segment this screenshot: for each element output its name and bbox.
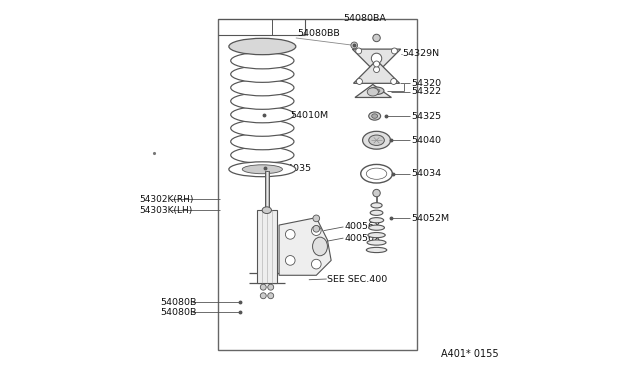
Ellipse shape: [230, 93, 294, 109]
Circle shape: [312, 226, 321, 235]
Ellipse shape: [372, 114, 378, 118]
Polygon shape: [279, 218, 331, 275]
Ellipse shape: [369, 218, 383, 223]
Bar: [265, 171, 269, 210]
Bar: [218, 19, 417, 350]
Polygon shape: [353, 60, 399, 83]
Text: 54080B: 54080B: [160, 298, 196, 307]
Ellipse shape: [366, 168, 387, 179]
Circle shape: [260, 293, 266, 299]
Ellipse shape: [230, 134, 294, 150]
Ellipse shape: [230, 106, 294, 123]
Ellipse shape: [366, 247, 387, 253]
Ellipse shape: [229, 38, 296, 55]
Ellipse shape: [368, 232, 385, 238]
Text: 54080BA: 54080BA: [344, 14, 387, 23]
Text: SEE SEC.400: SEE SEC.400: [328, 275, 388, 283]
Circle shape: [371, 53, 381, 64]
Ellipse shape: [229, 162, 296, 177]
Circle shape: [285, 230, 295, 239]
Ellipse shape: [230, 120, 294, 136]
Ellipse shape: [230, 80, 294, 96]
Circle shape: [390, 78, 397, 84]
Circle shape: [356, 48, 362, 54]
Circle shape: [313, 215, 319, 222]
Ellipse shape: [371, 203, 382, 208]
Circle shape: [374, 67, 380, 73]
Text: 54303K(LH): 54303K(LH): [140, 206, 193, 215]
Ellipse shape: [363, 131, 390, 149]
Text: 54035: 54035: [281, 164, 311, 173]
Text: 54040: 54040: [411, 136, 441, 145]
Ellipse shape: [370, 210, 383, 215]
Ellipse shape: [373, 89, 380, 93]
Ellipse shape: [230, 66, 294, 82]
Text: 54325: 54325: [411, 112, 441, 121]
Text: 54322: 54322: [411, 87, 441, 96]
Text: 54080BB: 54080BB: [297, 29, 340, 38]
Bar: [257, 210, 277, 283]
Polygon shape: [355, 84, 392, 97]
Text: 54052M: 54052M: [411, 214, 449, 223]
Circle shape: [356, 78, 362, 84]
Ellipse shape: [367, 88, 378, 96]
Circle shape: [313, 225, 319, 232]
Polygon shape: [353, 49, 401, 73]
Ellipse shape: [361, 164, 392, 183]
Circle shape: [260, 284, 266, 290]
Ellipse shape: [369, 135, 385, 145]
Text: 54329N: 54329N: [403, 49, 440, 58]
Circle shape: [373, 189, 380, 197]
Text: 54034: 54034: [411, 169, 441, 178]
Ellipse shape: [369, 112, 381, 120]
Text: 54010M: 54010M: [291, 111, 328, 120]
Text: 40056X: 40056X: [344, 222, 381, 231]
Text: A401* 0155: A401* 0155: [441, 349, 499, 359]
Text: 54320: 54320: [411, 79, 441, 88]
Circle shape: [285, 256, 295, 265]
Ellipse shape: [369, 225, 385, 230]
Ellipse shape: [230, 147, 294, 163]
Circle shape: [374, 61, 380, 67]
Circle shape: [351, 42, 358, 49]
Ellipse shape: [230, 52, 294, 69]
Ellipse shape: [243, 165, 282, 174]
Ellipse shape: [369, 87, 384, 94]
Circle shape: [268, 293, 274, 299]
Ellipse shape: [367, 240, 386, 245]
Circle shape: [392, 48, 397, 54]
Circle shape: [268, 284, 274, 290]
Ellipse shape: [262, 207, 271, 214]
Circle shape: [312, 259, 321, 269]
Ellipse shape: [312, 237, 328, 256]
Circle shape: [373, 34, 380, 42]
Text: 40056X: 40056X: [344, 234, 381, 243]
Text: 54080B: 54080B: [160, 308, 196, 317]
Text: 54302K(RH): 54302K(RH): [140, 195, 194, 203]
